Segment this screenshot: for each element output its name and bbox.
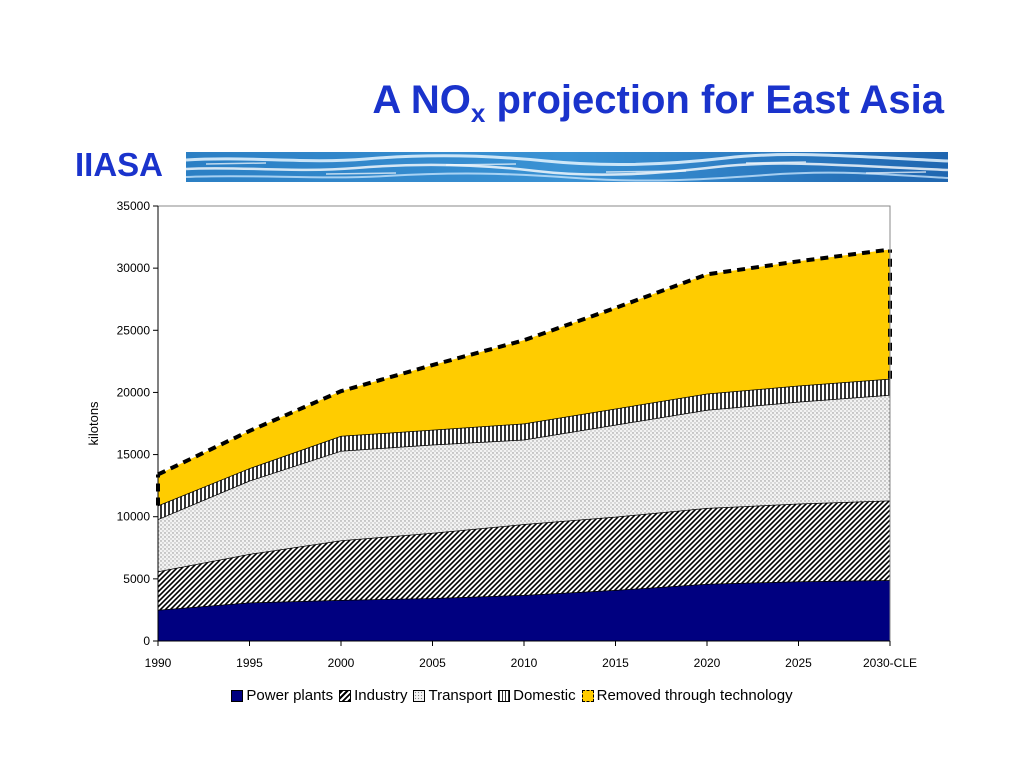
- y-tick-label: 35000: [117, 199, 151, 213]
- water-texture: [186, 152, 948, 182]
- legend-item: Removed through technology: [581, 687, 793, 704]
- org-label: IIASA: [75, 146, 164, 183]
- area-power-plants: [158, 580, 890, 641]
- title-rest: projection for East Asia: [485, 78, 944, 122]
- legend-item: Power plants: [231, 687, 333, 704]
- water-banner-image: [186, 152, 948, 182]
- title-subscript: x: [470, 98, 486, 128]
- legend-swatch: [339, 690, 352, 703]
- series-top-line-5: [157, 247, 891, 477]
- y-tick-label: 25000: [117, 323, 151, 337]
- y-tick-label: 30000: [117, 261, 151, 275]
- legend-swatch: [413, 690, 426, 703]
- x-tick-label: 2025: [785, 656, 812, 670]
- y-axis-label: kilotons: [86, 401, 101, 446]
- x-tick-label: 2000: [328, 656, 355, 670]
- legend-label: Removed through technology: [596, 687, 793, 704]
- legend-item: Transport: [413, 687, 492, 704]
- legend-swatch: [581, 690, 594, 703]
- y-axis-ticks: 0 5000 10000 15000 20000 25000 30000 35000: [117, 199, 158, 648]
- x-tick-label: 2020: [694, 656, 721, 670]
- area-layer: [156, 247, 892, 641]
- y-tick-label: 20000: [117, 385, 151, 399]
- area-transport: [158, 394, 890, 572]
- legend-label: Domestic: [513, 687, 576, 704]
- y-tick-label: 10000: [117, 510, 151, 524]
- x-tick-label: 2005: [419, 656, 446, 670]
- legend: Power plants Industry Transport Domestic Rem…: [0, 687, 1024, 704]
- x-tick-label: 2015: [602, 656, 629, 670]
- legend-item: Industry: [339, 687, 407, 704]
- area-removed-through-technology: [158, 249, 890, 506]
- x-tick-label: 2030-CLE: [863, 656, 917, 670]
- slide-title: A NOx projection for East Asia: [0, 78, 944, 129]
- title-main: A NO: [372, 78, 471, 122]
- x-tick-label: 1990: [145, 656, 172, 670]
- legend-item: Domestic: [498, 687, 576, 704]
- legend-label: Industry: [354, 687, 408, 704]
- area-industry: [158, 500, 890, 610]
- legend-swatch: [231, 690, 244, 703]
- x-tick-label: 1995: [236, 656, 263, 670]
- x-axis-ticks: 1990 1995 2000 2005 2010 2015 2020 2025 2030-CLE: [145, 641, 917, 670]
- y-tick-label: 5000: [123, 572, 150, 586]
- legend-label: Power plants: [246, 687, 334, 704]
- legend-swatch: [498, 690, 511, 703]
- x-tick-label: 2010: [511, 656, 538, 670]
- y-tick-label: 15000: [117, 448, 151, 462]
- y-tick-label: 0: [143, 634, 150, 648]
- legend-label: Transport: [428, 687, 493, 704]
